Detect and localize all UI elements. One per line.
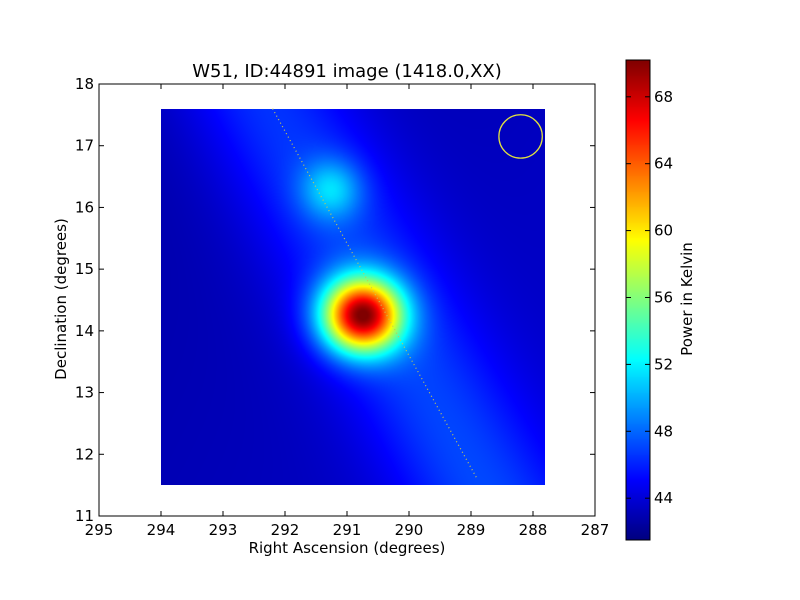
y-tick-label: 18 — [75, 75, 94, 93]
y-tick-label: 13 — [75, 384, 94, 402]
x-tick-label: 294 — [147, 521, 176, 539]
colorbar-tick-label: 60 — [654, 222, 673, 240]
colorbar-canvas — [626, 60, 650, 540]
x-tick-label: 293 — [209, 521, 238, 539]
y-tick-label: 17 — [75, 137, 94, 155]
colorbar: 44 48 52 56 60 64 68 Power in Kelvin — [625, 59, 696, 541]
y-tick-label: 14 — [75, 322, 94, 340]
colorbar-ticks: 44 48 52 56 60 64 68 — [626, 88, 673, 507]
y-tick-label: 16 — [75, 198, 94, 216]
x-tick-label: 288 — [519, 521, 548, 539]
x-tick-label: 290 — [395, 521, 424, 539]
y-tick-label: 11 — [75, 507, 94, 525]
x-tick-label: 289 — [457, 521, 486, 539]
y-axis: 11 12 13 14 15 16 17 18 — [75, 75, 595, 525]
x-tick-label: 291 — [333, 521, 362, 539]
x-axis-label: Right Ascension (degrees) — [249, 539, 446, 557]
heatmap-image — [161, 108, 545, 485]
y-tick-label: 12 — [75, 445, 94, 463]
x-tick-label: 295 — [85, 521, 114, 539]
chart-title: W51, ID:44891 image (1418.0,XX) — [192, 61, 502, 82]
y-tick-label: 15 — [75, 260, 94, 278]
beam-circle — [498, 114, 543, 159]
colorbar-tick-label: 56 — [654, 288, 673, 306]
colorbar-frame — [625, 59, 651, 541]
x-tick-label: 287 — [581, 521, 610, 539]
colorbar-tick-label: 48 — [654, 422, 673, 440]
scan-track-line — [272, 108, 478, 480]
colorbar-tick-label: 64 — [654, 155, 673, 173]
colorbar-tick-label: 44 — [654, 489, 673, 507]
x-axis: 295 294 293 292 291 290 289 288 287 — [85, 84, 610, 539]
heatmap-canvas — [161, 108, 545, 485]
colorbar-label: Power in Kelvin — [678, 242, 696, 356]
y-axis-label: Declination (degrees) — [52, 218, 70, 380]
colorbar-tick-label: 68 — [654, 88, 673, 106]
colorbar-tick-label: 52 — [654, 355, 673, 373]
x-tick-label: 292 — [271, 521, 300, 539]
